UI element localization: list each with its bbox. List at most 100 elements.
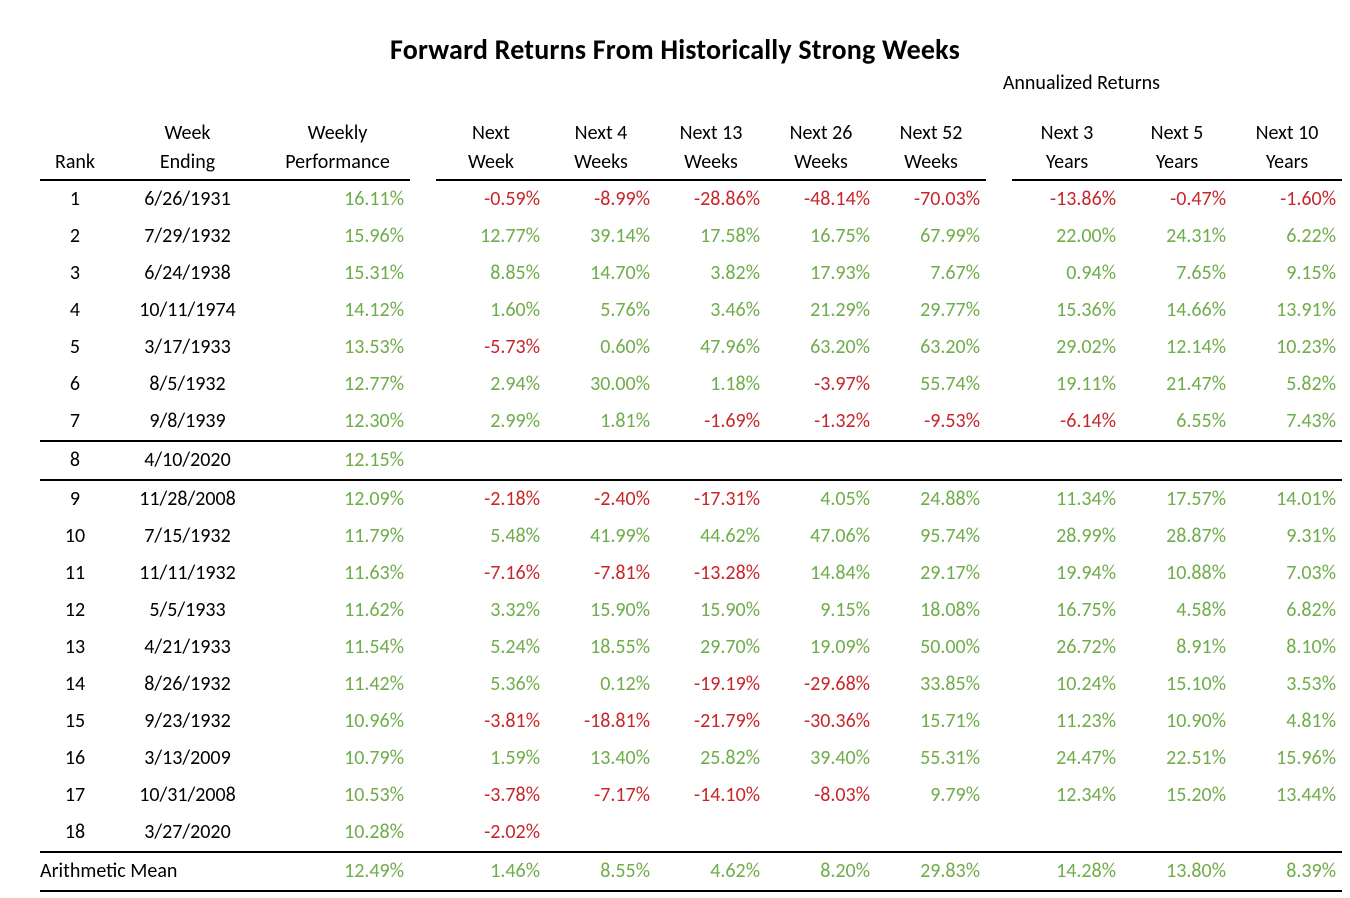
cell-n5y: 24.31% (1122, 218, 1232, 255)
cell-n5y: 21.47% (1122, 366, 1232, 403)
cell-wperf: 16.11% (265, 180, 410, 218)
cell-n52: 29.17% (876, 555, 986, 592)
cell-n4: -2.40% (546, 480, 656, 518)
cell-n3y (1012, 441, 1122, 480)
cell-wperf: 11.42% (265, 666, 410, 703)
cell-n5y (1122, 814, 1232, 852)
cell-date: 10/31/2008 (110, 777, 265, 814)
col-rank-l2: Rank (40, 148, 110, 177)
col-n10y-l2: Years (1232, 148, 1342, 177)
cell-n5y: 22.51% (1122, 740, 1232, 777)
cell-n26: -1.32% (766, 403, 876, 441)
cell-rank: 7 (40, 403, 110, 441)
cell-n10y: 5.82% (1232, 366, 1342, 403)
cell-n4 (546, 441, 656, 480)
cell-n13 (656, 441, 766, 480)
cell-n3y: 10.24% (1012, 666, 1122, 703)
cell-nw: -3.81% (436, 703, 546, 740)
table-head: Week Weekly Next Next 4 Next 13 Next 26 … (40, 119, 1342, 180)
col-n26-l2: Weeks (766, 148, 876, 177)
cell-n52: 55.31% (876, 740, 986, 777)
table-row: 1710/31/200810.53%-3.78%-7.17%-14.10%-8.… (40, 777, 1342, 814)
cell-n5y: 10.90% (1122, 703, 1232, 740)
cell-n52: 95.74% (876, 518, 986, 555)
cell-date: 4/21/1933 (110, 629, 265, 666)
cell-date: 6/26/1931 (110, 180, 265, 218)
col-nw-l1: Next (436, 119, 546, 148)
cell-wperf: 12.30% (265, 403, 410, 441)
page: Forward Returns From Historically Strong… (0, 0, 1350, 898)
cell-n4: 1.81% (546, 403, 656, 441)
cell-date: 7/15/1932 (110, 518, 265, 555)
cell-n4: -7.81% (546, 555, 656, 592)
cell-wperf: 10.53% (265, 777, 410, 814)
cell-nw: 2.94% (436, 366, 546, 403)
cell-n4: 14.70% (546, 255, 656, 292)
cell-n10y: 8.10% (1232, 629, 1342, 666)
cell-n52: 9.79% (876, 777, 986, 814)
cell-n4: 18.55% (546, 629, 656, 666)
footer-n3y: 14.28% (1012, 852, 1122, 891)
col-nw-l2: Week (436, 148, 546, 177)
returns-table: Week Weekly Next Next 4 Next 13 Next 26 … (40, 119, 1342, 892)
cell-n10y (1232, 814, 1342, 852)
cell-n52: 63.20% (876, 329, 986, 366)
cell-n26 (766, 441, 876, 480)
cell-n13 (656, 814, 766, 852)
cell-n13: 1.18% (656, 366, 766, 403)
table-row: 1111/11/193211.63%-7.16%-7.81%-13.28%14.… (40, 555, 1342, 592)
cell-n3y: -13.86% (1012, 180, 1122, 218)
cell-n52: 7.67% (876, 255, 986, 292)
cell-wperf: 11.79% (265, 518, 410, 555)
cell-n5y: 15.20% (1122, 777, 1232, 814)
cell-n4 (546, 814, 656, 852)
cell-nw: -2.02% (436, 814, 546, 852)
cell-n10y: 7.43% (1232, 403, 1342, 441)
table-row: 183/27/202010.28% -2.02% (40, 814, 1342, 852)
footer-nw: 1.46% (436, 852, 546, 891)
cell-n26: -29.68% (766, 666, 876, 703)
cell-n13: -17.31% (656, 480, 766, 518)
col-n52-l2: Weeks (876, 148, 986, 177)
cell-n26: 4.05% (766, 480, 876, 518)
cell-n26: 9.15% (766, 592, 876, 629)
cell-n3y: 28.99% (1012, 518, 1122, 555)
cell-n13: 44.62% (656, 518, 766, 555)
cell-n52: 55.74% (876, 366, 986, 403)
cell-rank: 14 (40, 666, 110, 703)
cell-n10y: 4.81% (1232, 703, 1342, 740)
col-n4-l2: Weeks (546, 148, 656, 177)
cell-wperf: 15.31% (265, 255, 410, 292)
cell-n10y: 7.03% (1232, 555, 1342, 592)
cell-n26: 16.75% (766, 218, 876, 255)
cell-n4: 0.60% (546, 329, 656, 366)
cell-n10y: 13.91% (1232, 292, 1342, 329)
cell-n3y: 16.75% (1012, 592, 1122, 629)
cell-rank: 5 (40, 329, 110, 366)
cell-nw: 1.59% (436, 740, 546, 777)
cell-nw: 8.85% (436, 255, 546, 292)
cell-n52 (876, 814, 986, 852)
cell-n13: -19.19% (656, 666, 766, 703)
table-row: 68/5/193212.77%2.94%30.00%1.18%-3.97%55.… (40, 366, 1342, 403)
cell-date: 11/28/2008 (110, 480, 265, 518)
cell-nw: 5.24% (436, 629, 546, 666)
cell-date: 3/27/2020 (110, 814, 265, 852)
col-n26-l1: Next 26 (766, 119, 876, 148)
cell-n10y: 3.53% (1232, 666, 1342, 703)
cell-date: 11/11/1932 (110, 555, 265, 592)
cell-nw: 3.32% (436, 592, 546, 629)
cell-rank: 18 (40, 814, 110, 852)
cell-n3y: 19.94% (1012, 555, 1122, 592)
cell-n3y: 19.11% (1012, 366, 1122, 403)
cell-wperf: 10.79% (265, 740, 410, 777)
cell-n4: 5.76% (546, 292, 656, 329)
cell-n3y (1012, 814, 1122, 852)
cell-date: 3/17/1933 (110, 329, 265, 366)
footer-n26: 8.20% (766, 852, 876, 891)
cell-wperf: 10.28% (265, 814, 410, 852)
footer-wperf: 12.49% (265, 852, 410, 891)
cell-nw: -5.73% (436, 329, 546, 366)
cell-n3y: 26.72% (1012, 629, 1122, 666)
cell-wperf: 12.09% (265, 480, 410, 518)
